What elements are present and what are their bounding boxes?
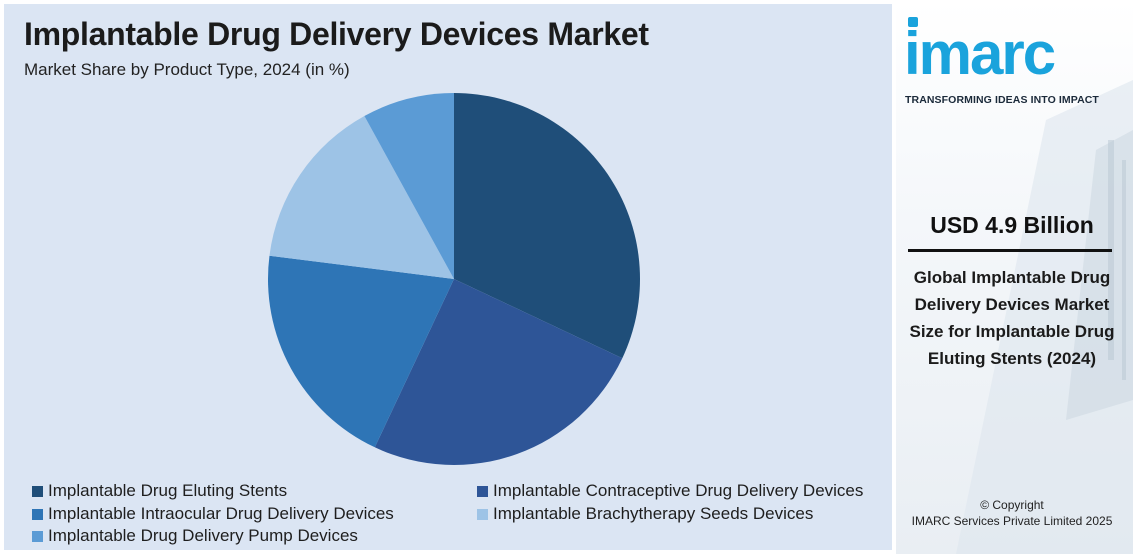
legend-label: Implantable Drug Eluting Stents [48,481,288,500]
legend-label: Implantable Intraocular Drug Delivery De… [48,504,394,523]
chart-panel: Implantable Drug Delivery Devices Market… [4,4,892,550]
market-value: USD 4.9 Billion [930,212,1094,238]
copyright: © Copyright IMARC Services Private Limit… [896,497,1128,529]
logo-dot [908,17,918,27]
imarc-logo: imarc [904,20,1056,87]
pie-slice-5 [364,93,454,279]
copyright-line-2: IMARC Services Private Limited 2025 [911,514,1113,528]
pie-slice-2 [374,279,623,465]
legend-item-4: Implantable Brachytherapy Seeds Devices [477,504,813,524]
market-description: Global Implantable Drug Delivery Devices… [909,268,1115,368]
copyright-line-1: © Copyright [980,498,1044,512]
legend-swatch [32,530,43,542]
legend-swatch [32,508,43,520]
divider [908,249,1112,252]
legend-label: Implantable Drug Delivery Pump Devices [48,526,358,545]
chart-subtitle: Market Share by Product Type, 2024 (in %… [24,60,350,79]
pie-chart [268,93,640,465]
legend-item-1: Implantable Drug Eluting Stents [32,481,287,501]
legend-label: Implantable Brachytherapy Seeds Devices [493,504,814,523]
legend-item-3: Implantable Intraocular Drug Delivery De… [32,504,394,524]
legend-swatch [477,485,488,497]
pie-slice-3 [268,255,454,448]
legend-label: Implantable Contraceptive Drug Delivery … [493,481,864,500]
pie-slice-4 [269,116,454,279]
chart-title: Implantable Drug Delivery Devices Market [24,16,649,52]
legend-item-5: Implantable Drug Delivery Pump Devices [32,526,358,546]
sidebar: imarc TRANSFORMING IDEAS INTO IMPACT USD… [896,0,1133,554]
legend-item-2: Implantable Contraceptive Drug Delivery … [477,481,863,501]
pie-slice-1 [454,93,640,359]
legend-swatch [32,485,43,497]
chart-legend: Implantable Drug Eluting Stents Implantab… [32,481,892,551]
legend-swatch [477,508,488,520]
logo-tagline: TRANSFORMING IDEAS INTO IMPACT [905,94,1099,106]
